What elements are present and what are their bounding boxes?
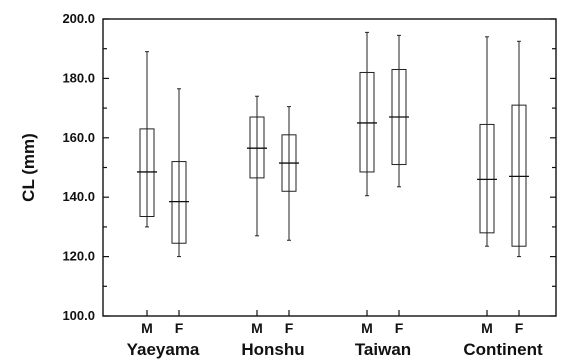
plot-area xyxy=(137,31,529,258)
x-axis: M F Yaeyama M F Honshu M F Taiwan M F Continent xyxy=(127,310,543,359)
y-axis-title: CL (mm) xyxy=(19,133,38,202)
y-tick-label: 100.0 xyxy=(62,308,95,323)
y-tick-label: 200.0 xyxy=(62,11,95,26)
y-axis: 100.0 120.0 140.0 160.0 180.0 200.0 xyxy=(62,11,556,323)
x-category-label: F xyxy=(175,320,184,336)
y-tick-label: 140.0 xyxy=(62,189,95,204)
x-category-label: M xyxy=(141,320,153,336)
x-category-label: M xyxy=(361,320,373,336)
x-group-label: Taiwan xyxy=(355,340,411,359)
x-category-label: M xyxy=(481,320,493,336)
y-tick-label: 180.0 xyxy=(62,70,95,85)
y-tick-label: 120.0 xyxy=(62,249,95,264)
plot-frame xyxy=(102,18,557,317)
x-category-label: M xyxy=(251,320,263,336)
x-group-label: Yaeyama xyxy=(127,340,200,359)
x-category-label: F xyxy=(285,320,294,336)
x-category-label: F xyxy=(515,320,524,336)
x-group-label: Honshu xyxy=(241,340,304,359)
x-group-label: Continent xyxy=(463,340,543,359)
y-tick-label: 160.0 xyxy=(62,130,95,145)
x-category-label: F xyxy=(395,320,404,336)
